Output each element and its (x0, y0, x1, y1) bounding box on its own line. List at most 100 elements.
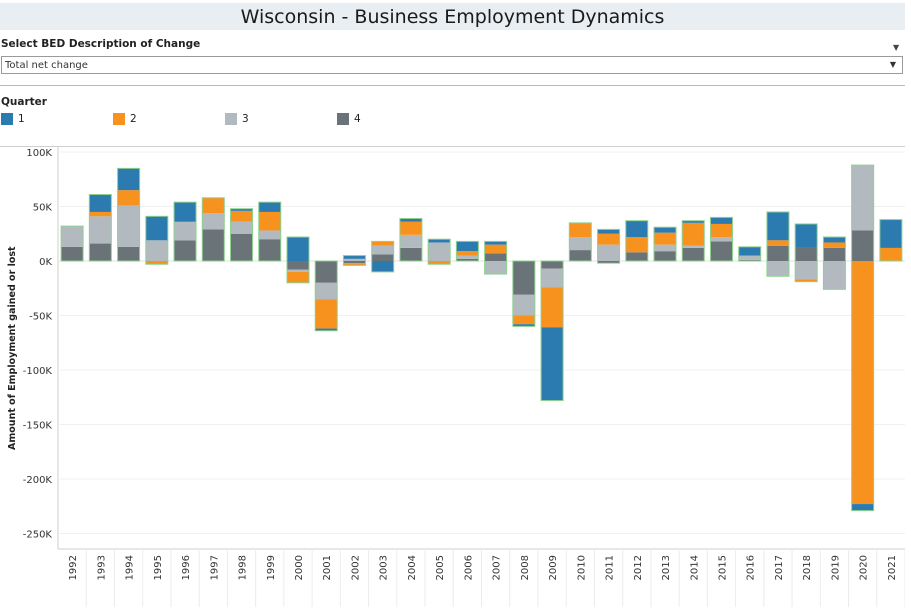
x-tick-label: 2004 (407, 555, 418, 580)
bar-outline (60, 225, 84, 262)
bar-segment-q3 (710, 237, 733, 242)
bar-segment-q1 (145, 216, 168, 241)
y-tick-label: -150K (23, 421, 53, 432)
bar-outline (653, 226, 677, 262)
x-tick-label: 2000 (294, 555, 305, 580)
bar-outline (314, 260, 338, 332)
bar-segment-q2 (286, 271, 309, 283)
bar-outline (794, 223, 818, 283)
bar-segment-q2 (202, 197, 225, 214)
bar-outline (173, 201, 197, 262)
bar-segment-q1 (823, 237, 846, 243)
bar-segment-q2 (654, 232, 677, 245)
x-tick-label: 2001 (322, 555, 333, 580)
bar-segment-q1 (795, 223, 818, 248)
bar-segment-q2 (851, 261, 874, 505)
x-tick-label: 2020 (859, 555, 870, 580)
bar-outline (851, 164, 875, 512)
bar-segment-q3 (258, 230, 281, 240)
bar-outline (738, 246, 762, 262)
bar-segment-q2 (512, 315, 535, 325)
bar-segment-q4 (710, 241, 733, 261)
legend-item-q1[interactable]: 1 (1, 112, 25, 126)
bar-segment-q1 (89, 194, 112, 212)
bar-outline (512, 260, 536, 327)
bar-segment-q3 (738, 255, 761, 260)
y-tick-label: 100K (26, 148, 52, 159)
x-tick-label: 2008 (520, 555, 531, 580)
bar-segment-q3 (174, 221, 197, 241)
bar-segment-q4 (823, 247, 846, 261)
bed-description-select[interactable]: Total net change ▼ (1, 56, 903, 74)
bar-outline (455, 240, 479, 262)
bar-segment-q3 (89, 216, 112, 244)
bar-segment-q1 (654, 227, 677, 233)
legend-item-q4[interactable]: 4 (337, 112, 361, 126)
bar-segment-q1 (710, 217, 733, 224)
legend-label: 2 (130, 113, 137, 125)
bar-segment-q4 (399, 247, 422, 261)
legend-label: 3 (242, 113, 249, 125)
bar-segment-q3 (541, 268, 564, 288)
x-tick-label: 2012 (633, 555, 644, 580)
x-tick-label: 2010 (576, 555, 587, 580)
bar-segment-q2 (117, 190, 140, 206)
bar-segment-q1 (738, 246, 761, 256)
x-tick-label: 2016 (746, 555, 757, 580)
x-tick-label: 1998 (238, 555, 249, 580)
bar-segment-q3 (371, 245, 394, 255)
bar-segment-q1 (766, 211, 789, 241)
bar-segment-q3 (202, 213, 225, 230)
bar-segment-q2 (456, 251, 479, 256)
bar-segment-q1 (879, 219, 902, 248)
bar-outline (484, 240, 508, 275)
filter-menu-icon[interactable]: ▼ (893, 43, 900, 52)
bar-segment-q3 (484, 261, 507, 275)
bar-segment-q3 (315, 282, 338, 300)
bar-segment-q4 (61, 246, 84, 261)
bar-outline (201, 197, 225, 262)
bar-segment-q2 (569, 222, 592, 238)
bar-segment-q3 (456, 255, 479, 259)
bar-segment-q3 (117, 205, 140, 247)
bar-segment-q3 (343, 258, 366, 261)
bar-outline (597, 228, 621, 264)
x-tick-label: 2006 (463, 555, 474, 580)
bar-segment-q4 (117, 246, 140, 261)
bar-segment-q3 (654, 244, 677, 252)
y-axis-title: Amount of Employment gained or lost (7, 246, 18, 450)
bar-segment-q2 (484, 244, 507, 254)
bed-description-selected-value: Total net change (5, 59, 88, 71)
legend-label: 1 (18, 113, 25, 125)
bar-segment-q3 (145, 240, 168, 261)
x-tick-label: 2014 (689, 555, 700, 580)
bar-outline (709, 216, 733, 262)
legend-item-q2[interactable]: 2 (113, 112, 137, 126)
bar-segment-q4 (315, 261, 338, 283)
x-tick-label: 2017 (774, 555, 785, 580)
bar-outline (625, 220, 649, 262)
bar-outline (258, 201, 282, 262)
x-tick-label: 2003 (379, 555, 390, 580)
bar-segment-q4 (286, 261, 309, 270)
bar-segment-q4 (682, 247, 705, 261)
bar-segment-q2 (766, 240, 789, 246)
bar-segment-q3 (597, 244, 620, 261)
bar-segment-q1 (258, 202, 281, 212)
bar-segment-q1 (512, 324, 535, 327)
bar-segment-q1 (117, 168, 140, 191)
legend-item-q3[interactable]: 3 (225, 112, 249, 126)
bar-segment-q2 (343, 263, 366, 266)
bar-segment-q4 (230, 233, 253, 261)
bar-segment-q3 (512, 294, 535, 316)
bar-segment-q4 (484, 253, 507, 261)
bar-segment-q4 (851, 230, 874, 261)
bar-segment-q4 (89, 243, 112, 261)
bar-segment-q1 (597, 229, 620, 234)
legend-swatch (1, 113, 13, 125)
bar-segment-q2 (823, 242, 846, 248)
bar-outline (342, 255, 366, 266)
x-tick-label: 1996 (181, 555, 192, 580)
x-tick-label: 1994 (125, 555, 136, 580)
x-tick-label: 1992 (68, 555, 79, 580)
